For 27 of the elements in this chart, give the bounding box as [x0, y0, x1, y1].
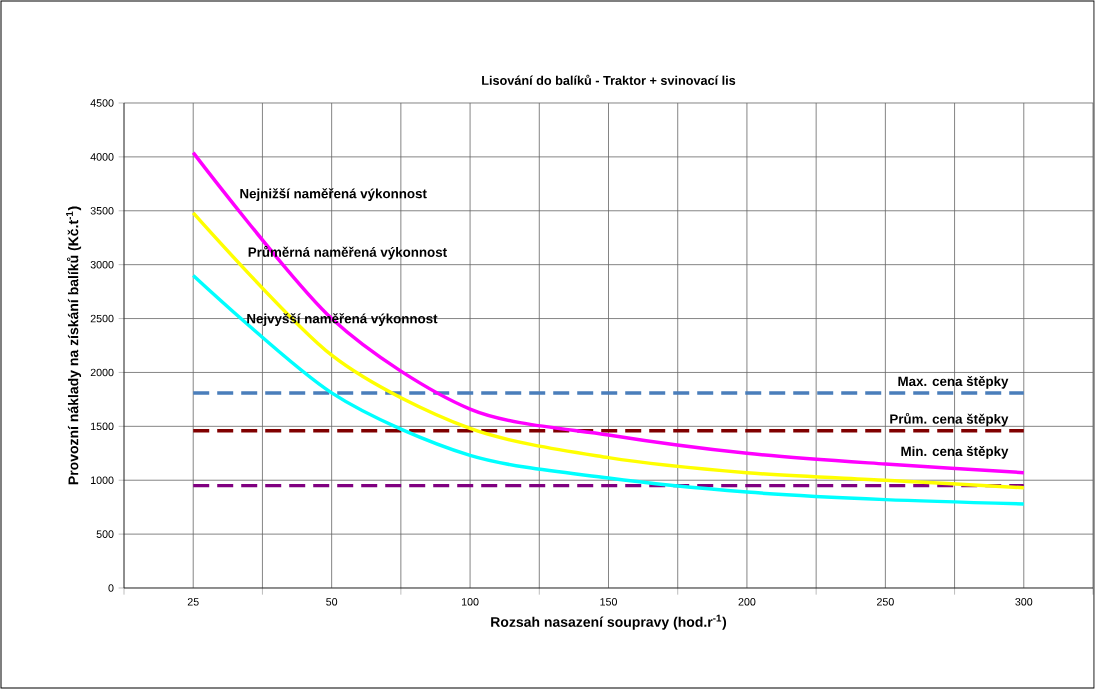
x-tick-label: 150	[600, 598, 617, 606]
y-tick-label: 4500	[90, 99, 114, 107]
x-tick-label: 300	[1015, 598, 1033, 606]
x-tick-label: 250	[877, 598, 894, 606]
x-axis-title: Rozsah nasazení soupravy (hod.r$^{-1}$)	[491, 614, 727, 630]
x-tick-label: 50	[326, 598, 338, 606]
line-series	[191, 150, 1026, 475]
y-tick-label: 1500	[91, 422, 114, 431]
y-tick-label: 0	[108, 584, 114, 592]
y-tick-label: 2500	[90, 314, 114, 323]
x-tick-label: 25	[187, 598, 199, 606]
y-tick-label: 4000	[90, 153, 114, 161]
y-tick-label: 3500	[90, 207, 114, 215]
ref-line-label: Min. cena štěpky	[901, 445, 1009, 459]
y-tick-label: 500	[96, 530, 114, 538]
chart-title: Lisování do balíků - Traktor + svinovací lis	[482, 74, 736, 85]
y-tick-label: 1000	[91, 476, 114, 484]
line-series	[191, 211, 1026, 490]
x-tick-label: 200	[738, 598, 756, 606]
y-tick-label: 3000	[90, 260, 114, 269]
line-series	[191, 273, 1026, 506]
x-tick-label: 100	[461, 598, 479, 606]
ref-line-label: Max. cena štěpky	[898, 375, 1009, 389]
y-axis-title: Provozní náklady na získání balíků (Kč.t$^{-1}$)	[66, 206, 82, 485]
y-tick-label: 2000	[90, 368, 114, 377]
ref-line-label: Prům. cena štěpky	[890, 412, 1009, 427]
series-label: Nejnižší naměřená výkonnost	[240, 188, 427, 201]
